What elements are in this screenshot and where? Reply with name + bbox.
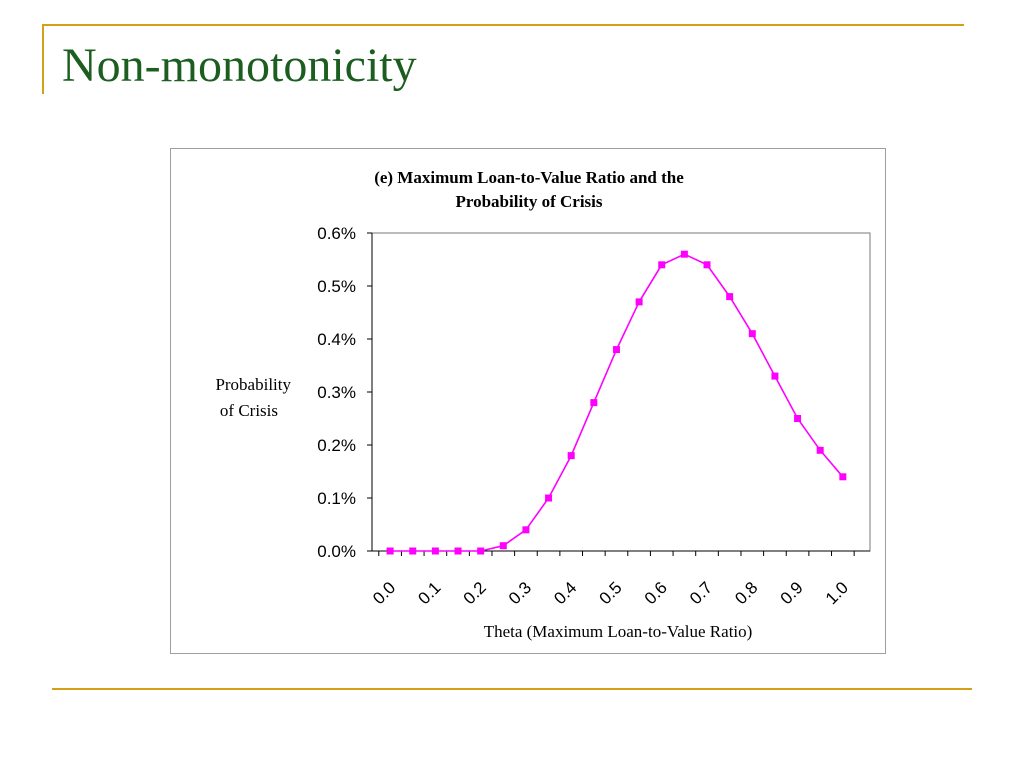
top-accent-rule — [42, 24, 964, 26]
x-tick-label: 0.6 — [641, 578, 671, 608]
y-tick-label: 0.6% — [317, 224, 356, 243]
x-tick-label: 0.2 — [460, 578, 490, 608]
data-point — [771, 372, 779, 380]
data-point — [409, 547, 417, 555]
data-point — [816, 446, 824, 454]
x-tick-label: 1.0 — [822, 578, 852, 608]
data-point — [680, 250, 688, 258]
series-line — [390, 253, 844, 552]
data-point — [726, 293, 734, 301]
y-tick-label: 0.1% — [317, 489, 356, 508]
x-tick-label: 0.9 — [777, 578, 807, 608]
line-chart: (e) Maximum Loan-to-Value Ratio and the … — [215, 168, 871, 641]
left-accent-rule — [42, 24, 44, 94]
y-axis-label-line-2: of Crisis — [220, 401, 278, 420]
data-point — [386, 547, 394, 555]
y-tick-label: 0.2% — [317, 436, 356, 455]
slide-title: Non-monotonicity — [62, 39, 417, 92]
x-tick-label: 0.5 — [596, 578, 626, 608]
chart-container: (e) Maximum Loan-to-Value Ratio and the … — [170, 148, 886, 654]
data-point — [635, 298, 643, 306]
data-point — [454, 547, 462, 555]
data-point — [590, 399, 598, 407]
y-tick-label: 0.5% — [317, 277, 356, 296]
data-point — [612, 346, 620, 354]
data-point — [499, 542, 507, 550]
data-point — [794, 415, 802, 422]
x-tick-label: 0.1 — [414, 578, 444, 608]
x-tick-label: 0.0 — [369, 578, 399, 608]
y-tick-label: 0.3% — [317, 383, 356, 402]
chart-title-line-2: Probability of Crisis — [455, 192, 602, 211]
y-axis-label-line-1: Probability — [215, 375, 291, 394]
data-point — [567, 452, 575, 460]
plot-frame — [371, 232, 871, 552]
plot-area: 0.0% 0.1% 0.2% 0.3% 0.4% 0.5% 0.6% 0.0 0.1 0.2 0.3… — [317, 224, 871, 608]
x-tick-label: 0.7 — [686, 578, 716, 608]
y-tick-label: 0.4% — [317, 330, 356, 349]
x-tick-label: 0.3 — [505, 578, 535, 608]
data-point — [703, 261, 711, 269]
x-tick-label: 0.4 — [550, 578, 580, 608]
chart-title-line-1: (e) Maximum Loan-to-Value Ratio and the — [374, 168, 684, 187]
data-point — [839, 473, 847, 481]
y-tick-label: 0.0% — [317, 542, 356, 561]
bottom-accent-rule — [52, 688, 972, 690]
x-tick-label: 0.8 — [731, 578, 761, 608]
data-point — [522, 526, 530, 534]
data-point — [477, 547, 485, 555]
data-point — [545, 494, 553, 502]
data-point — [431, 547, 439, 555]
data-point — [748, 330, 756, 338]
data-point — [658, 261, 666, 269]
x-axis-label: Theta (Maximum Loan-to-Value Ratio) — [484, 622, 753, 641]
